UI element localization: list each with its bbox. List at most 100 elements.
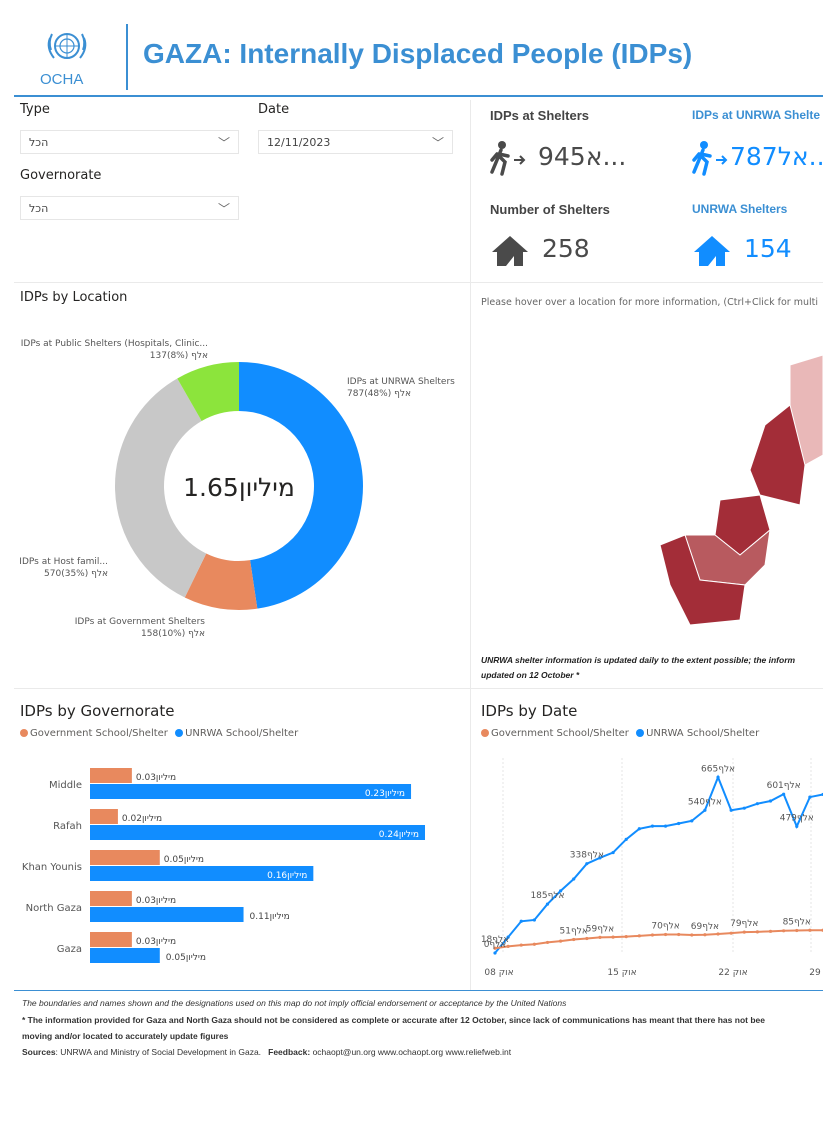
- line-point[interactable]: [768, 799, 773, 803]
- donut-label-value: 787אלף (48%): [347, 389, 411, 399]
- chevron-down-icon: ﹀: [431, 136, 444, 150]
- line-point[interactable]: [611, 850, 615, 855]
- line-point[interactable]: [742, 806, 746, 810]
- line-point[interactable]: [663, 824, 668, 828]
- line-point[interactable]: [755, 930, 759, 934]
- line-point[interactable]: [572, 937, 576, 942]
- line-point[interactable]: [532, 918, 536, 922]
- line-point[interactable]: [637, 934, 641, 938]
- line-point[interactable]: [650, 933, 655, 937]
- type-dropdown[interactable]: הכל ﹀: [20, 130, 239, 154]
- bar-gov[interactable]: [90, 932, 132, 947]
- line-point[interactable]: [703, 808, 707, 812]
- line-point[interactable]: [782, 929, 786, 933]
- walking-person-icon: [488, 140, 532, 180]
- bar-unrwa-label: 0.24מיליון: [379, 830, 419, 840]
- line-point[interactable]: [768, 929, 773, 933]
- bar-chart: Middle 0.03מיליון 0.23מיליון Rafah 0.02מיליו…: [22, 768, 425, 963]
- line-legend-unrwa: UNRWA School/Shelter: [646, 728, 760, 739]
- bar-title: IDPs by Governorate: [20, 702, 175, 720]
- line-point[interactable]: [559, 889, 563, 893]
- shelter-icon: [490, 232, 530, 272]
- sources-label: Sources: [22, 1047, 56, 1057]
- governorate-dropdown[interactable]: הכל ﹀: [20, 196, 239, 220]
- line-point[interactable]: [808, 795, 812, 799]
- line-point[interactable]: [532, 942, 536, 946]
- line-point[interactable]: [559, 939, 563, 943]
- date-dropdown[interactable]: 12/11/2023 ﹀: [258, 130, 453, 154]
- line-legend: Government School/Shelter UNRWA School/S…: [481, 728, 759, 739]
- line-point[interactable]: [624, 935, 628, 939]
- line-point[interactable]: [545, 940, 550, 945]
- legend-dot-gov: [20, 729, 28, 737]
- line-point[interactable]: [611, 935, 615, 939]
- line-point[interactable]: [493, 946, 497, 950]
- line-point[interactable]: [742, 930, 746, 934]
- line-data-label: 0אלף: [484, 940, 507, 950]
- line-data-label: 85אלף: [783, 918, 811, 928]
- line-point[interactable]: [572, 877, 576, 881]
- bar-gov[interactable]: [90, 768, 132, 783]
- header-separator: [126, 24, 128, 90]
- line-point[interactable]: [795, 824, 799, 829]
- line-point[interactable]: [808, 928, 812, 932]
- line-point[interactable]: [677, 932, 681, 937]
- line-point[interactable]: [493, 951, 497, 955]
- line-point[interactable]: [795, 928, 799, 933]
- line-point[interactable]: [755, 802, 759, 806]
- line-point[interactable]: [585, 862, 589, 866]
- donut-slice[interactable]: [184, 553, 258, 610]
- idps-shelters-value: 945א...: [538, 142, 627, 171]
- line-point[interactable]: [663, 932, 668, 937]
- line-point[interactable]: [506, 944, 510, 948]
- line-point[interactable]: [703, 933, 707, 937]
- line-point[interactable]: [690, 933, 694, 937]
- line-series[interactable]: [494, 774, 823, 954]
- bar-unrwa-label: 0.16מיליון: [267, 871, 307, 881]
- line-point[interactable]: [637, 827, 641, 831]
- line-legend-gov: Government School/Shelter: [491, 728, 629, 739]
- bar-gov[interactable]: [90, 809, 118, 824]
- map-region-rafah: [659, 534, 746, 626]
- line-point[interactable]: [585, 936, 589, 941]
- bar-gov[interactable]: [90, 891, 132, 906]
- donut-slice[interactable]: [177, 362, 239, 421]
- bar-unrwa[interactable]: [90, 825, 425, 840]
- line-point[interactable]: [598, 935, 602, 940]
- bar-unrwa[interactable]: [90, 866, 314, 881]
- line-point[interactable]: [677, 821, 681, 826]
- line-point[interactable]: [519, 919, 523, 923]
- bar-gov-label: 0.03מיליון: [136, 896, 176, 906]
- line-data-label: 540אלף: [688, 797, 722, 807]
- line-point[interactable]: [650, 824, 655, 828]
- line-point[interactable]: [598, 856, 602, 860]
- line-point[interactable]: [519, 943, 523, 947]
- gaza-map[interactable]: [640, 355, 823, 630]
- line-point[interactable]: [716, 932, 720, 936]
- line-series[interactable]: [494, 929, 823, 950]
- bar-gov[interactable]: [90, 850, 160, 865]
- bar-unrwa[interactable]: [90, 784, 412, 799]
- line-data-label: 18אלף: [481, 935, 509, 945]
- donut-label-name: IDPs at Host famil...: [19, 557, 108, 567]
- line-point[interactable]: [690, 819, 694, 823]
- line-point[interactable]: [506, 935, 510, 939]
- legend-dot-unrwa: [636, 729, 645, 737]
- line-point[interactable]: [624, 837, 628, 841]
- line-point[interactable]: [729, 931, 733, 935]
- map-region-gaza: [749, 404, 806, 506]
- donut-slice[interactable]: [239, 362, 364, 609]
- legend-dot-unrwa: [175, 729, 184, 737]
- line-point[interactable]: [729, 808, 733, 812]
- bar-unrwa[interactable]: [90, 907, 244, 922]
- donut-slice[interactable]: [115, 378, 207, 598]
- line-data-label: 185אלף: [530, 891, 564, 901]
- line-point[interactable]: [782, 792, 786, 796]
- legend-dot-gov: [481, 729, 489, 737]
- line-point[interactable]: [545, 902, 550, 906]
- idps-unrwa-value: 787אל...: [730, 142, 823, 171]
- donut-label-value: 137אלף (8%): [150, 351, 208, 361]
- sources-text: : UNRWA and Ministry of Social Developme…: [55, 1047, 262, 1057]
- line-point[interactable]: [716, 775, 720, 779]
- bar-unrwa[interactable]: [90, 948, 160, 963]
